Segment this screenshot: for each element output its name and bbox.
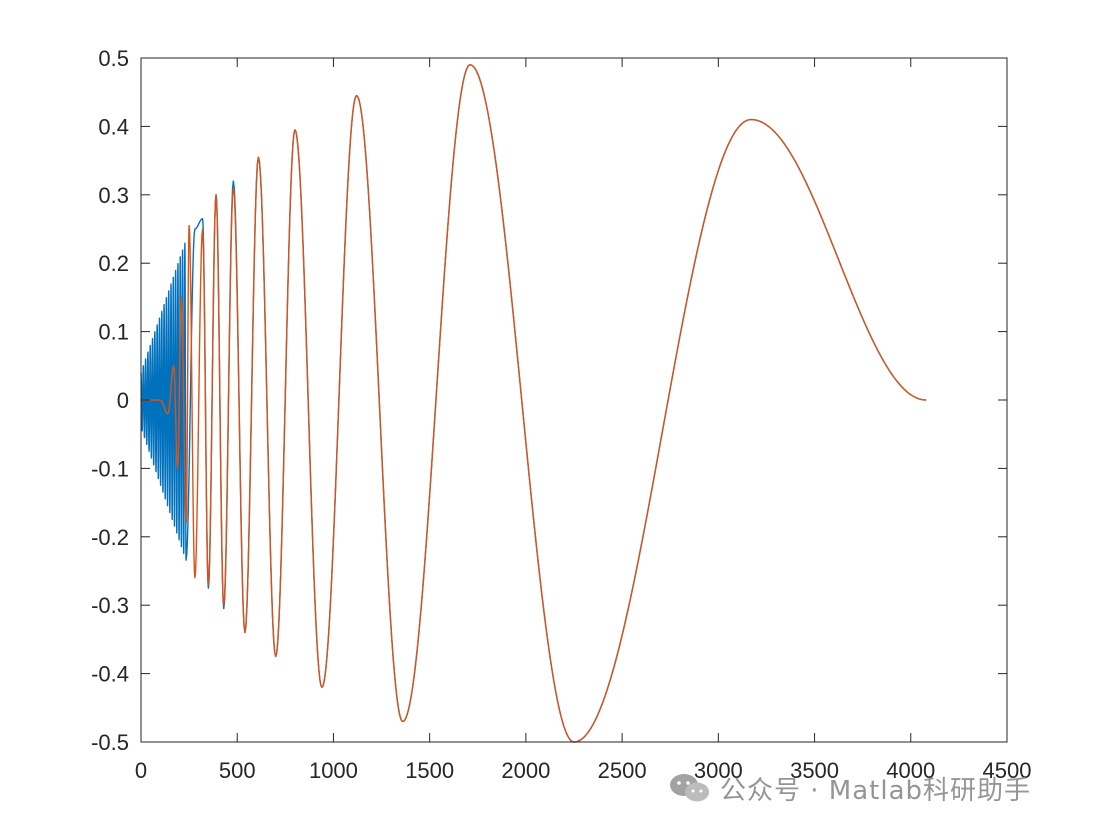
plot-area — [141, 58, 1007, 742]
y-tick-label: 0.5 — [98, 46, 129, 71]
y-tick-label: -0.5 — [91, 730, 129, 755]
x-tick-label: 0 — [135, 758, 147, 783]
y-tick-label: 0 — [117, 388, 129, 413]
y-tick-label: 0.3 — [98, 183, 129, 208]
watermark-text: 公众号 · Matlab科研助手 — [720, 775, 1032, 806]
x-tick-label: 2000 — [501, 758, 550, 783]
x-tick-label: 1000 — [309, 758, 358, 783]
y-axis: 0.5 0.4 0.3 0.2 0.1 0 -0.1 -0.2 -0.3 -0.4 -0.5 — [91, 46, 1007, 755]
y-tick-label: 0.1 — [98, 320, 129, 345]
x-tick-label: 3500 — [790, 758, 839, 783]
watermark: 公众号 · Matlab科研助手 — [668, 768, 1031, 808]
y-tick-label: -0.4 — [91, 662, 129, 687]
x-tick-label: 500 — [219, 758, 256, 783]
x-axis: 0 500 1000 1500 2000 2500 3000 3500 4000 4500 — [135, 58, 1032, 783]
x-tick-label: 4500 — [983, 758, 1032, 783]
x-tick-label: 4000 — [886, 758, 935, 783]
x-tick-label: 3000 — [694, 758, 743, 783]
y-tick-label: -0.1 — [91, 456, 129, 481]
series-layer — [140, 64, 927, 743]
series-line-orange — [141, 64, 927, 743]
y-tick-label: -0.2 — [91, 525, 129, 550]
wechat-icon — [670, 774, 709, 802]
x-tick-label: 1500 — [405, 758, 454, 783]
y-tick-label: 0.4 — [98, 114, 129, 139]
x-tick-label: 2500 — [598, 758, 647, 783]
y-tick-label: 0.2 — [98, 251, 129, 276]
y-tick-label: -0.3 — [91, 593, 129, 618]
